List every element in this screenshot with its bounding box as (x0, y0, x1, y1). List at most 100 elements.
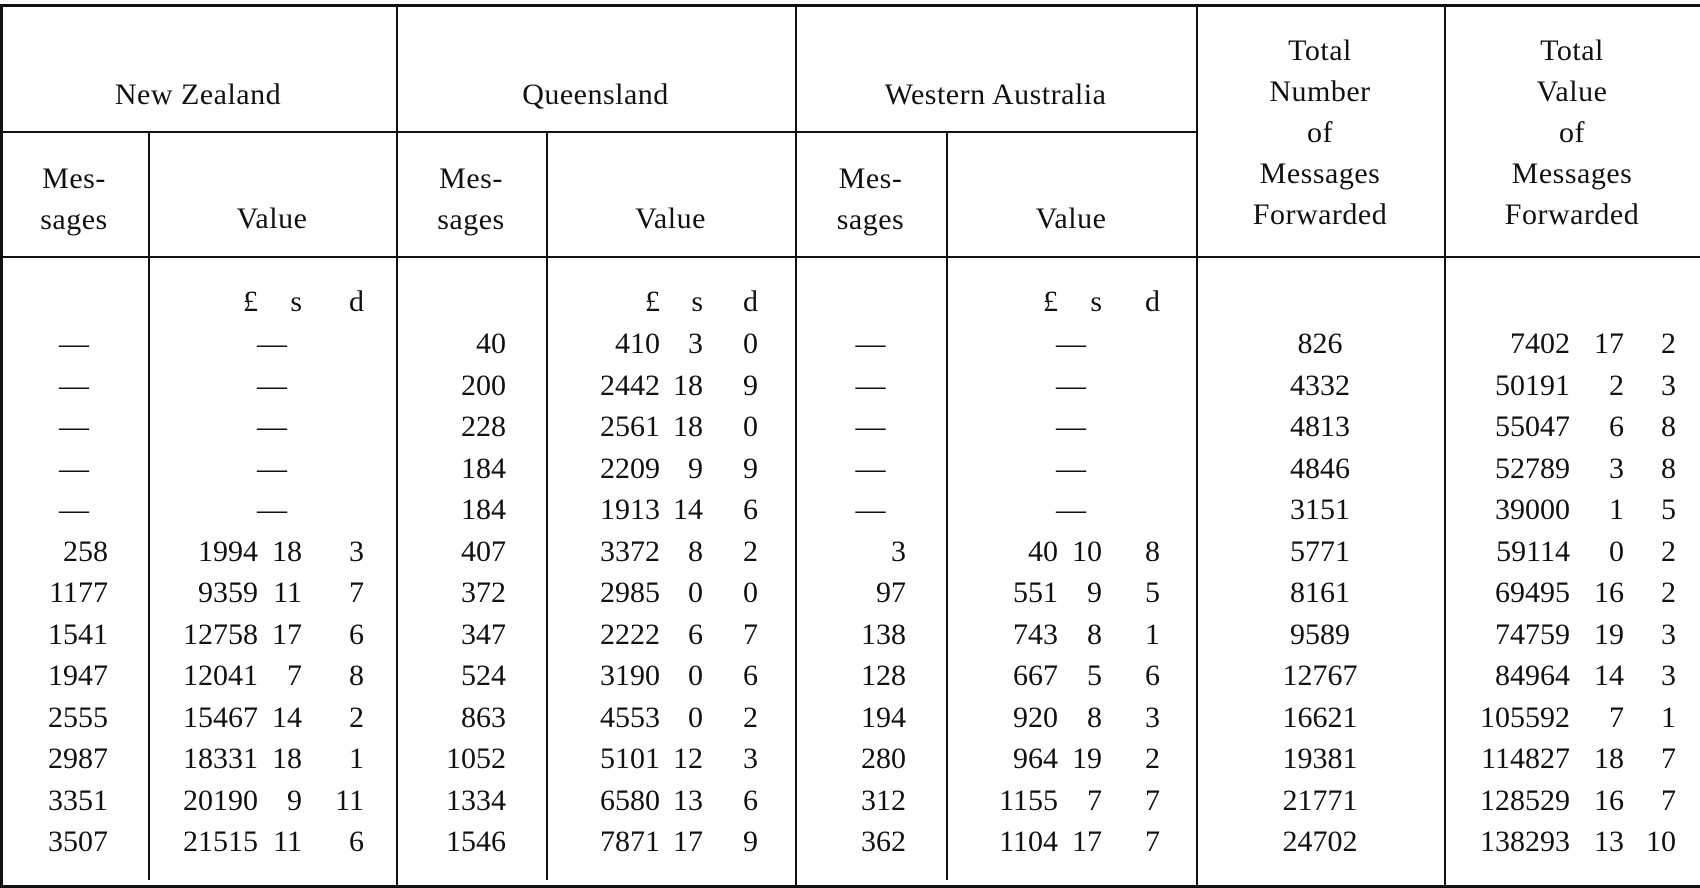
header-text: Number (1269, 75, 1371, 108)
table-frame (0, 4, 1700, 888)
cell-total-val-pence: 8 (1661, 410, 1676, 443)
cell-nz-val-shillings: 17 (272, 617, 302, 651)
header-text: Total (1288, 34, 1352, 67)
cell-total-val-pounds: 105592 (1480, 700, 1570, 734)
cell-wa-val-pence: 2 (1145, 742, 1160, 775)
cell-q-val-pence: 6 (743, 783, 758, 817)
cell-total-val-pounds: 138293 (1480, 825, 1570, 858)
cell-total-val-pounds: 52789 (1495, 451, 1570, 485)
cell-nz-msg: 2987 (48, 742, 108, 775)
cell-q-val-pounds: 1913 (600, 493, 660, 526)
cell-nz-msg: 2555 (48, 700, 108, 734)
cell-total-val-pounds: 50191 (1495, 368, 1570, 402)
cell-nz-val-pence: 11 (335, 783, 364, 817)
header-text: Forwarded (1504, 198, 1640, 231)
cell-q-val-pence: 9 (743, 825, 758, 858)
cell-q-val-pounds: 2985 (600, 576, 660, 609)
cell-q-val-shillings: 13 (673, 783, 703, 817)
unit-label-shilling: s (1090, 285, 1102, 318)
header-text: of (1559, 116, 1585, 149)
unit-label-shilling: s (691, 285, 703, 318)
cell-wa-msg: — (855, 410, 886, 443)
subheader-q-messages: Mes- sages (396, 158, 546, 240)
subheader-wa-value: Value (1035, 202, 1107, 235)
subheader-wa-messages: Mes- sages (795, 158, 946, 240)
cell-total-val-pence: 10 (1646, 825, 1676, 858)
cell-nz-val-shillings: 18 (272, 742, 302, 775)
cell-wa-val-shillings: 8 (1087, 617, 1102, 651)
group-header-rule (0, 131, 1196, 133)
cell-wa-val-pence: 3 (1145, 700, 1160, 734)
cell-total-val-pence: 7 (1661, 783, 1676, 817)
divider-totals (1444, 4, 1446, 888)
cell-total-val-shillings: 3 (1609, 451, 1624, 485)
cell-q-val-pence: 0 (743, 576, 758, 609)
cell-total-val-shillings: 19 (1594, 617, 1624, 651)
cell-q-val-pence: 3 (743, 742, 758, 775)
cell-q-val-pence: 2 (743, 534, 758, 568)
unit-label-pound: £ (243, 285, 258, 318)
cell-total-val-pence: 3 (1661, 368, 1676, 402)
cell-q-msg: 184 (461, 451, 506, 485)
divider-wa-total (1196, 4, 1198, 888)
cell-total-number: 4332 (1290, 368, 1350, 402)
header-text: Messages (1511, 157, 1633, 190)
cell-wa-val-pounds: 40 (1028, 534, 1058, 568)
cell-total-number: 12767 (1282, 659, 1358, 692)
cell-nz-val-pence: 2 (349, 700, 364, 734)
cell-q-msg: 228 (461, 410, 506, 443)
cell-nz-msg: — (59, 451, 89, 485)
cell-nz-val-shillings: 18 (272, 534, 302, 568)
cell-total-val-pounds: 55047 (1495, 410, 1570, 443)
cell-q-msg: 40 (476, 327, 506, 360)
cell-wa-val-shillings: 8 (1087, 700, 1102, 734)
cell-total-number: 826 (1297, 327, 1343, 360)
cell-nz-val-shillings: 14 (272, 700, 302, 734)
cell-q-val-shillings: 9 (688, 451, 703, 485)
cell-total-val-pounds: 69495 (1495, 576, 1570, 609)
cell-q-val-pounds: 6580 (600, 783, 660, 817)
cell-wa-msg: 128 (861, 659, 906, 692)
cell-nz-val-dash: — (257, 410, 287, 443)
divider-nz-q (396, 4, 398, 888)
cell-nz-val-pounds: 12758 (183, 617, 258, 651)
cell-total-val-shillings: 16 (1594, 576, 1624, 609)
cell-total-val-pounds: 39000 (1495, 493, 1570, 526)
cell-total-val-shillings: 7 (1609, 700, 1624, 734)
cell-nz-val-shillings: 11 (273, 576, 302, 609)
cell-q-msg: 372 (461, 576, 506, 609)
cell-total-number: 8161 (1290, 576, 1350, 609)
cell-wa-msg: — (855, 493, 886, 526)
cell-q-val-pounds: 410 (615, 327, 660, 360)
cell-nz-val-pence: 7 (349, 576, 364, 609)
divider-q-wa (795, 4, 797, 888)
cell-q-msg: 1546 (446, 825, 506, 858)
cell-total-val-pounds: 59114 (1496, 534, 1570, 568)
cell-wa-val-pounds: 667 (1013, 659, 1058, 692)
unit-label-pound: £ (1043, 285, 1058, 318)
cell-nz-msg: — (59, 368, 89, 402)
header-new-zealand: New Zealand (114, 78, 282, 111)
cell-wa-val-dash: — (1056, 493, 1086, 526)
subheader-nz-value: Value (236, 202, 308, 235)
cell-q-val-pounds: 2561 (600, 410, 660, 443)
cell-wa-val-dash: — (1056, 368, 1086, 402)
unit-label-pence: d (743, 285, 758, 318)
cell-wa-msg: 138 (861, 617, 906, 651)
cell-wa-val-pounds: 920 (1013, 700, 1058, 734)
cell-nz-val-pence: 3 (349, 534, 364, 568)
cell-wa-msg: — (855, 327, 886, 360)
cell-nz-val-pounds: 12041 (183, 659, 258, 692)
cell-nz-val-pounds: 1994 (198, 534, 258, 568)
cell-nz-msg: 3351 (48, 783, 108, 817)
cell-total-val-pounds: 7402 (1510, 327, 1570, 360)
cell-wa-val-dash: — (1056, 327, 1086, 360)
header-text: Messages (1259, 157, 1381, 190)
cell-q-msg: 863 (461, 700, 506, 734)
unit-label-pound: £ (645, 285, 660, 318)
cell-total-val-pence: 5 (1661, 493, 1676, 526)
cell-total-val-shillings: 0 (1609, 534, 1624, 568)
unit-label-shilling: s (290, 285, 302, 318)
header-text: of (1307, 116, 1333, 149)
